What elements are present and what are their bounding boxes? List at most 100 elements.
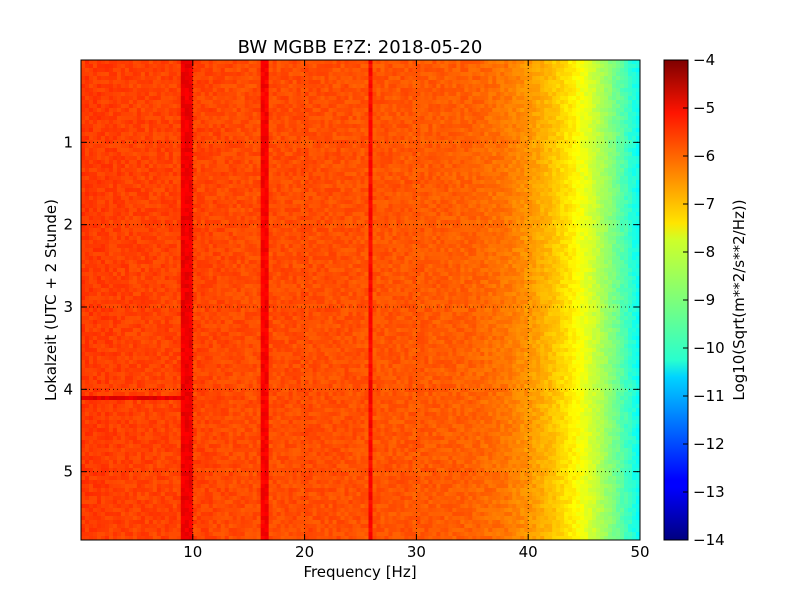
heatmap-cell	[380, 60, 386, 65]
heatmap-cell	[612, 124, 617, 129]
heatmap-cell	[588, 112, 593, 117]
heatmap-cell	[216, 192, 222, 197]
heatmap-cell	[304, 84, 310, 89]
heatmap-cell	[412, 132, 417, 137]
heatmap-cell	[544, 124, 549, 129]
heatmap-cell	[484, 72, 489, 77]
heatmap-cell	[196, 128, 202, 133]
heatmap-cell	[580, 72, 585, 77]
heatmap-cell	[628, 188, 633, 193]
heatmap-cell	[432, 168, 437, 173]
heatmap-cell	[81, 116, 86, 121]
heatmap-cell	[448, 80, 453, 85]
heatmap-cell	[212, 92, 218, 97]
heatmap-cell	[416, 148, 421, 153]
heatmap-cell	[104, 164, 110, 169]
heatmap-cell	[248, 112, 254, 117]
heatmap-cell	[580, 196, 585, 201]
heatmap-cell	[528, 152, 533, 157]
heatmap-cell	[296, 172, 302, 177]
heatmap-cell	[300, 168, 306, 173]
heatmap-cell	[504, 136, 509, 141]
heatmap-cell	[336, 116, 342, 121]
heatmap-cell	[608, 164, 613, 169]
heatmap-cell	[224, 84, 230, 89]
heatmap-cell	[288, 108, 294, 113]
heatmap-cell	[276, 192, 282, 197]
heatmap-cell	[132, 200, 138, 205]
heatmap-cell	[368, 124, 374, 129]
heatmap-cell	[620, 76, 625, 81]
heatmap-cell	[108, 184, 114, 189]
heatmap-cell	[616, 68, 621, 73]
heatmap-cell	[124, 184, 130, 189]
heatmap-cell	[372, 144, 378, 149]
heatmap-cell	[192, 100, 198, 105]
heatmap-cell	[316, 152, 322, 157]
heatmap-cell	[428, 164, 433, 169]
heatmap-cell	[432, 180, 437, 185]
heatmap-cell	[268, 176, 274, 181]
heatmap-cell	[368, 108, 374, 113]
heatmap-cell	[96, 124, 102, 129]
heatmap-cell	[500, 128, 505, 133]
heatmap-cell	[220, 148, 226, 153]
heatmap-cell	[432, 188, 437, 193]
heatmap-cell	[600, 148, 605, 153]
heatmap-cell	[172, 64, 178, 69]
heatmap-cell	[320, 64, 326, 69]
heatmap-cell	[452, 192, 457, 197]
heatmap-cell	[488, 156, 493, 161]
heatmap-cell	[260, 160, 266, 165]
heatmap-cell	[376, 164, 382, 169]
heatmap-cell	[92, 108, 98, 113]
heatmap-cell	[432, 68, 437, 73]
heatmap-cell	[408, 108, 413, 113]
heatmap-cell	[428, 108, 433, 113]
heatmap-cell	[592, 188, 597, 193]
heatmap-cell	[488, 104, 493, 109]
heatmap-cell	[272, 132, 278, 137]
heatmap-cell	[240, 136, 246, 141]
heatmap-cell	[432, 140, 437, 145]
heatmap-cell	[460, 112, 465, 117]
heatmap-cell	[240, 148, 246, 153]
heatmap-cell	[316, 96, 322, 101]
heatmap-cell	[564, 112, 569, 117]
heatmap-cell	[556, 176, 561, 181]
heatmap-cell	[372, 60, 378, 65]
heatmap-cell	[620, 64, 625, 69]
heatmap-cell	[360, 144, 366, 149]
heatmap-cell	[284, 164, 290, 169]
heatmap-cell	[272, 184, 278, 189]
heatmap-cell	[84, 76, 90, 81]
heatmap-cell	[132, 112, 138, 117]
heatmap-cell	[520, 76, 525, 81]
heatmap-cell	[256, 176, 262, 181]
heatmap-cell	[92, 92, 98, 97]
heatmap-cell	[308, 100, 314, 105]
heatmap-cell	[456, 68, 461, 73]
heatmap-cell	[96, 176, 102, 181]
heatmap-cell	[436, 60, 441, 65]
heatmap-cell	[216, 152, 222, 157]
heatmap-cell	[152, 176, 158, 181]
heatmap-cell	[600, 100, 605, 105]
heatmap-cell	[392, 92, 398, 97]
heatmap-cell	[560, 148, 565, 153]
heatmap-cell	[240, 160, 246, 165]
heatmap-cell	[156, 168, 162, 173]
heatmap-cell	[344, 164, 350, 169]
heatmap-cell	[580, 132, 585, 137]
heatmap-cell	[204, 124, 210, 129]
heatmap-cell	[560, 164, 565, 169]
heatmap-cell	[356, 60, 362, 65]
heatmap-cell	[176, 80, 182, 85]
heatmap-cell	[440, 148, 445, 153]
heatmap-cell	[308, 200, 314, 205]
heatmap-cell	[428, 72, 433, 77]
heatmap-cell	[568, 132, 573, 137]
heatmap-cell	[528, 60, 533, 65]
heatmap-cell	[220, 124, 226, 129]
